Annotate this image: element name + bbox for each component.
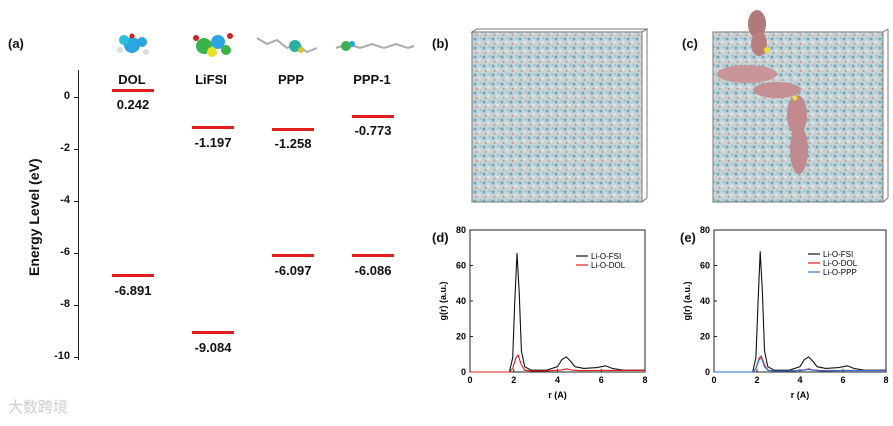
y-axis-title: g(r) (a.u.) [438, 282, 448, 321]
molecule-label-ppp: PPP [277, 72, 304, 87]
lumo-bar-lifsi [192, 126, 234, 129]
y-tick-label: 20 [456, 332, 466, 342]
lumo-bar-ppp [272, 128, 314, 131]
y-tick-label: -10 [54, 350, 70, 362]
legend-label: Li-O-DOL [823, 259, 858, 268]
homo-bar-dol [112, 274, 154, 277]
x-tick-label: 2 [754, 375, 759, 385]
y-tick-label: 0 [63, 90, 70, 102]
homo-value-dol: -6.891 [114, 283, 152, 298]
x-tick-label: 6 [840, 375, 845, 385]
simulation-box-b [470, 28, 648, 203]
series-line-li-o-dol [470, 353, 645, 373]
energy-y-axis [78, 70, 79, 360]
molecule-label-dol: DOL [118, 72, 146, 87]
y-tick-label: -2 [60, 142, 70, 154]
panel-label-e: (e) [680, 230, 696, 245]
dol-molecule-icon [117, 33, 149, 55]
lumo-bar-ppp1 [352, 115, 394, 118]
watermark-text: 大数跨境 [8, 398, 69, 416]
y-tick-label: 40 [700, 296, 710, 306]
y-tick-label: -8 [60, 298, 70, 310]
legend-label: Li-O-FSI [823, 250, 853, 259]
y-axis-title: g(r) (a.u.) [682, 282, 692, 321]
x-tick-label: 2 [511, 375, 516, 385]
x-tick-label: 4 [555, 375, 560, 385]
legend-label: Li-O-DOL [591, 261, 626, 270]
x-tick-label: 0 [711, 375, 716, 385]
y-tick-label: 20 [700, 332, 710, 342]
legend-label: Li-O-FSI [591, 252, 621, 261]
y-tick-label: 80 [700, 225, 710, 235]
simulation-box-c [712, 10, 889, 203]
x-axis-title: r (A) [791, 390, 810, 400]
y-tick-label: -6 [60, 246, 70, 258]
plot-frame [713, 229, 887, 373]
y-tick-label: 60 [456, 261, 466, 271]
series-line-li-o-fsi [470, 253, 645, 373]
y-tick-label: -4 [60, 194, 70, 206]
lumo-value-lifsi: -1.197 [194, 135, 232, 150]
lifsi-molecule-icon [193, 33, 233, 57]
y-tick-label: 0 [705, 367, 710, 377]
x-tick-label: 0 [467, 375, 472, 385]
lumo-value-ppp1: -0.773 [354, 123, 392, 138]
panel-label-c: (c) [682, 36, 698, 51]
x-axis-title: r (A) [548, 390, 567, 400]
y-tick-label: 80 [456, 225, 466, 235]
x-tick-label: 6 [599, 375, 604, 385]
homo-value-ppp: -6.097 [274, 263, 312, 278]
x-tick-label: 8 [642, 375, 647, 385]
panel-label-b: (b) [432, 36, 449, 51]
y-tick-label: 40 [456, 296, 466, 306]
homo-bar-ppp [272, 254, 314, 257]
y-tick-label: 0 [461, 367, 466, 377]
homo-bar-lifsi [192, 331, 234, 334]
ppp-molecule-icon [256, 37, 318, 54]
panel-label-d: (d) [432, 230, 449, 245]
molecule-label-ppp1: PPP-1 [353, 72, 391, 87]
homo-bar-ppp1 [352, 254, 394, 257]
x-tick-label: 8 [883, 375, 888, 385]
lumo-value-ppp: -1.258 [274, 136, 312, 151]
series-line-li-o-fsi [714, 251, 886, 373]
lumo-bar-dol [112, 89, 154, 92]
ppp1-molecule-icon [335, 41, 415, 51]
y-tick-label: 60 [700, 261, 710, 271]
series-line-li-o-ppp [714, 356, 886, 373]
x-tick-label: 4 [797, 375, 802, 385]
legend-label: Li-O-PPP [823, 268, 857, 277]
homo-value-lifsi: -9.084 [194, 340, 232, 355]
lumo-value-dol: 0.242 [116, 97, 150, 112]
energy-axis-title: Energy Level (eV) [26, 158, 42, 277]
panel-label-a: (a) [8, 36, 24, 51]
molecule-label-lifsi: LiFSI [195, 72, 227, 87]
homo-value-ppp1: -6.086 [354, 263, 392, 278]
